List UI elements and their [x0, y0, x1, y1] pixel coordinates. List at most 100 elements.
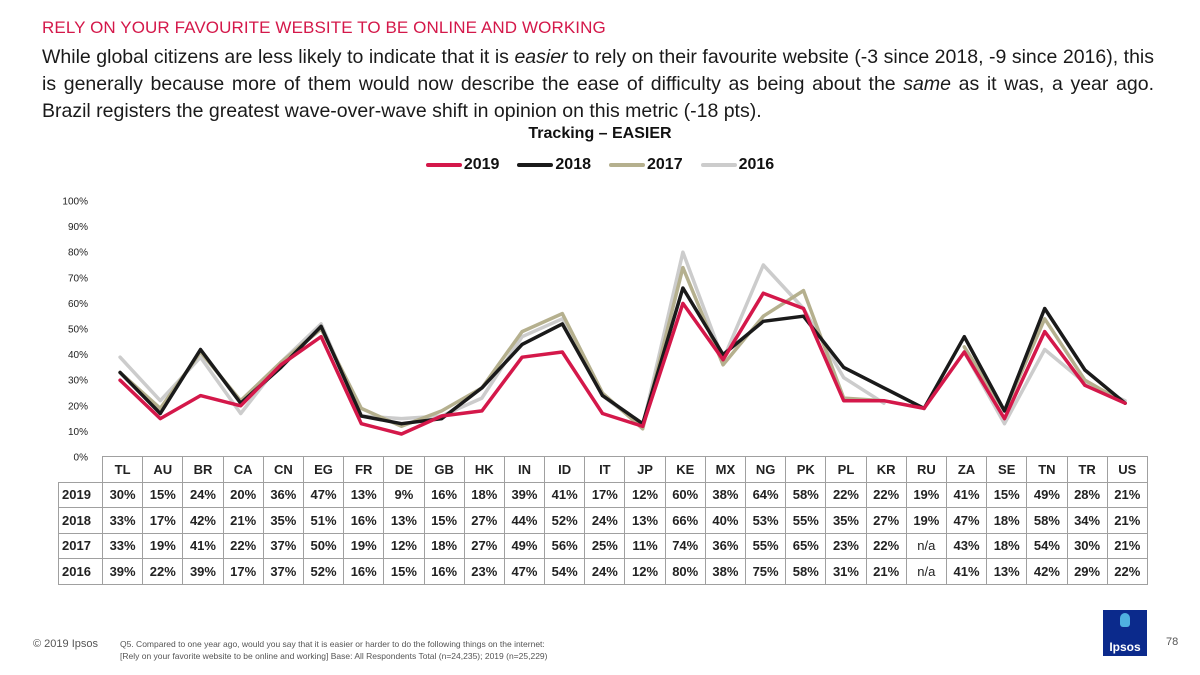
data-label: 20% — [222, 481, 264, 508]
legend-swatch-2019 — [425, 163, 462, 167]
y-tick-label: 90% — [68, 222, 88, 233]
point-2019-EG — [319, 335, 323, 339]
data-label: 58% — [785, 481, 827, 508]
point-2019-TL — [118, 378, 122, 382]
point-2016-CA — [239, 412, 243, 415]
legend-swatch-2017 — [609, 163, 645, 167]
point-2019-IN — [520, 355, 524, 359]
data-label: 50% — [302, 532, 345, 559]
point-2019-DE — [400, 432, 403, 436]
category-label: RU — [905, 456, 947, 483]
data-label: 13% — [343, 481, 385, 508]
point-2019-RU — [922, 406, 926, 410]
point-2019-JP — [641, 424, 645, 428]
data-label: 34% — [1066, 507, 1108, 534]
data-label: 49% — [1026, 481, 1068, 508]
category-label: CA — [222, 456, 264, 483]
point-2019-CA — [239, 404, 243, 408]
point-2018-ID — [560, 322, 564, 326]
point-2016-PL — [842, 376, 846, 380]
data-label: 40% — [704, 507, 747, 534]
data-label: 11% — [624, 532, 666, 559]
data-label: 12% — [383, 532, 425, 559]
table-row-header: 2017 — [58, 532, 103, 559]
data-label: 21% — [222, 507, 264, 534]
subtitle-emphasis-easier: easier — [514, 46, 568, 68]
category-label: CN — [262, 456, 304, 483]
data-label: 13% — [986, 558, 1028, 585]
data-label: 33% — [101, 507, 144, 534]
category-label: FR — [343, 456, 385, 483]
y-tick-label: 10% — [68, 427, 88, 438]
point-2018-TR — [1083, 368, 1087, 372]
legend-label-2016: 2016 — [738, 156, 775, 173]
point-2019-US — [1123, 401, 1127, 405]
point-2018-BR — [199, 348, 202, 351]
data-label: 22% — [865, 532, 907, 559]
category-label: JP — [624, 456, 666, 483]
slide-subtitle: While global citizens are less likely to… — [42, 44, 1154, 125]
legend-item-2017: 2017 — [609, 156, 683, 174]
point-2016-BR — [199, 355, 202, 359]
data-label: 39% — [101, 558, 144, 585]
point-2019-CN — [279, 363, 283, 367]
point-2019-NG — [761, 291, 765, 295]
data-label: 41% — [544, 481, 586, 508]
category-label: IT — [584, 456, 626, 483]
point-2017-DE — [400, 424, 403, 428]
point-2016-TL — [118, 355, 122, 359]
data-label: 25% — [584, 532, 626, 559]
category-label: TR — [1066, 456, 1108, 483]
data-label: 24% — [182, 481, 224, 508]
point-2017-JP — [641, 427, 645, 431]
data-label: 35% — [262, 507, 304, 534]
data-label: n/a — [905, 558, 947, 585]
data-label: 16% — [423, 481, 465, 508]
data-label: 22% — [1106, 558, 1148, 585]
table-row-header: 2018 — [58, 507, 103, 534]
point-2017-TR — [1083, 378, 1087, 382]
data-label: 52% — [544, 507, 586, 534]
category-label: TN — [1026, 456, 1068, 483]
logo-mark — [1120, 613, 1130, 627]
category-label: KE — [664, 456, 706, 483]
point-2016-EG — [319, 322, 323, 326]
category-label: EG — [302, 456, 345, 483]
data-label: 22% — [142, 558, 184, 585]
data-label: 60% — [664, 481, 706, 508]
subtitle-part-3: as it was, a year ago. Brazil registers … — [42, 73, 1154, 122]
logo-text: Ipsos — [1109, 640, 1141, 654]
point-2017-MX — [721, 363, 725, 367]
data-table: TL AU BR CA CN EG FR DE GB HK IN ID IT JP KE MX NG PK PL KR… — [58, 456, 1148, 585]
point-2018-SE — [1003, 409, 1006, 413]
legend-swatch-2016 — [700, 163, 737, 167]
category-label: GB — [423, 456, 465, 483]
category-label: KR — [865, 456, 907, 483]
data-label: 38% — [704, 481, 747, 508]
point-2016-SE — [1003, 422, 1006, 426]
data-label: 41% — [182, 532, 224, 559]
data-label: 55% — [785, 507, 827, 534]
data-label: 13% — [624, 507, 666, 534]
question-note-line-2: [Rely on your favorite website to be onl… — [120, 651, 548, 661]
data-label: 15% — [986, 481, 1028, 508]
data-label: 43% — [945, 532, 988, 559]
page-number: 78 — [1166, 636, 1179, 648]
data-label: 47% — [945, 507, 988, 534]
point-2018-EG — [319, 324, 323, 328]
data-label: 15% — [142, 481, 184, 508]
chart-title: Tracking – EASIER — [528, 125, 672, 142]
data-label: 64% — [744, 481, 787, 508]
data-label: 12% — [624, 481, 666, 508]
data-label: 27% — [463, 507, 505, 534]
data-label: 74% — [664, 532, 706, 559]
point-2017-ZA — [962, 345, 966, 349]
data-label: 22% — [222, 532, 264, 559]
data-label: 19% — [905, 507, 947, 534]
data-label: 42% — [182, 507, 224, 534]
point-2016-TN — [1043, 348, 1047, 351]
point-2017-IN — [520, 330, 524, 334]
data-label: 56% — [544, 532, 586, 559]
category-label: PL — [825, 456, 867, 483]
data-label: 65% — [785, 532, 827, 559]
